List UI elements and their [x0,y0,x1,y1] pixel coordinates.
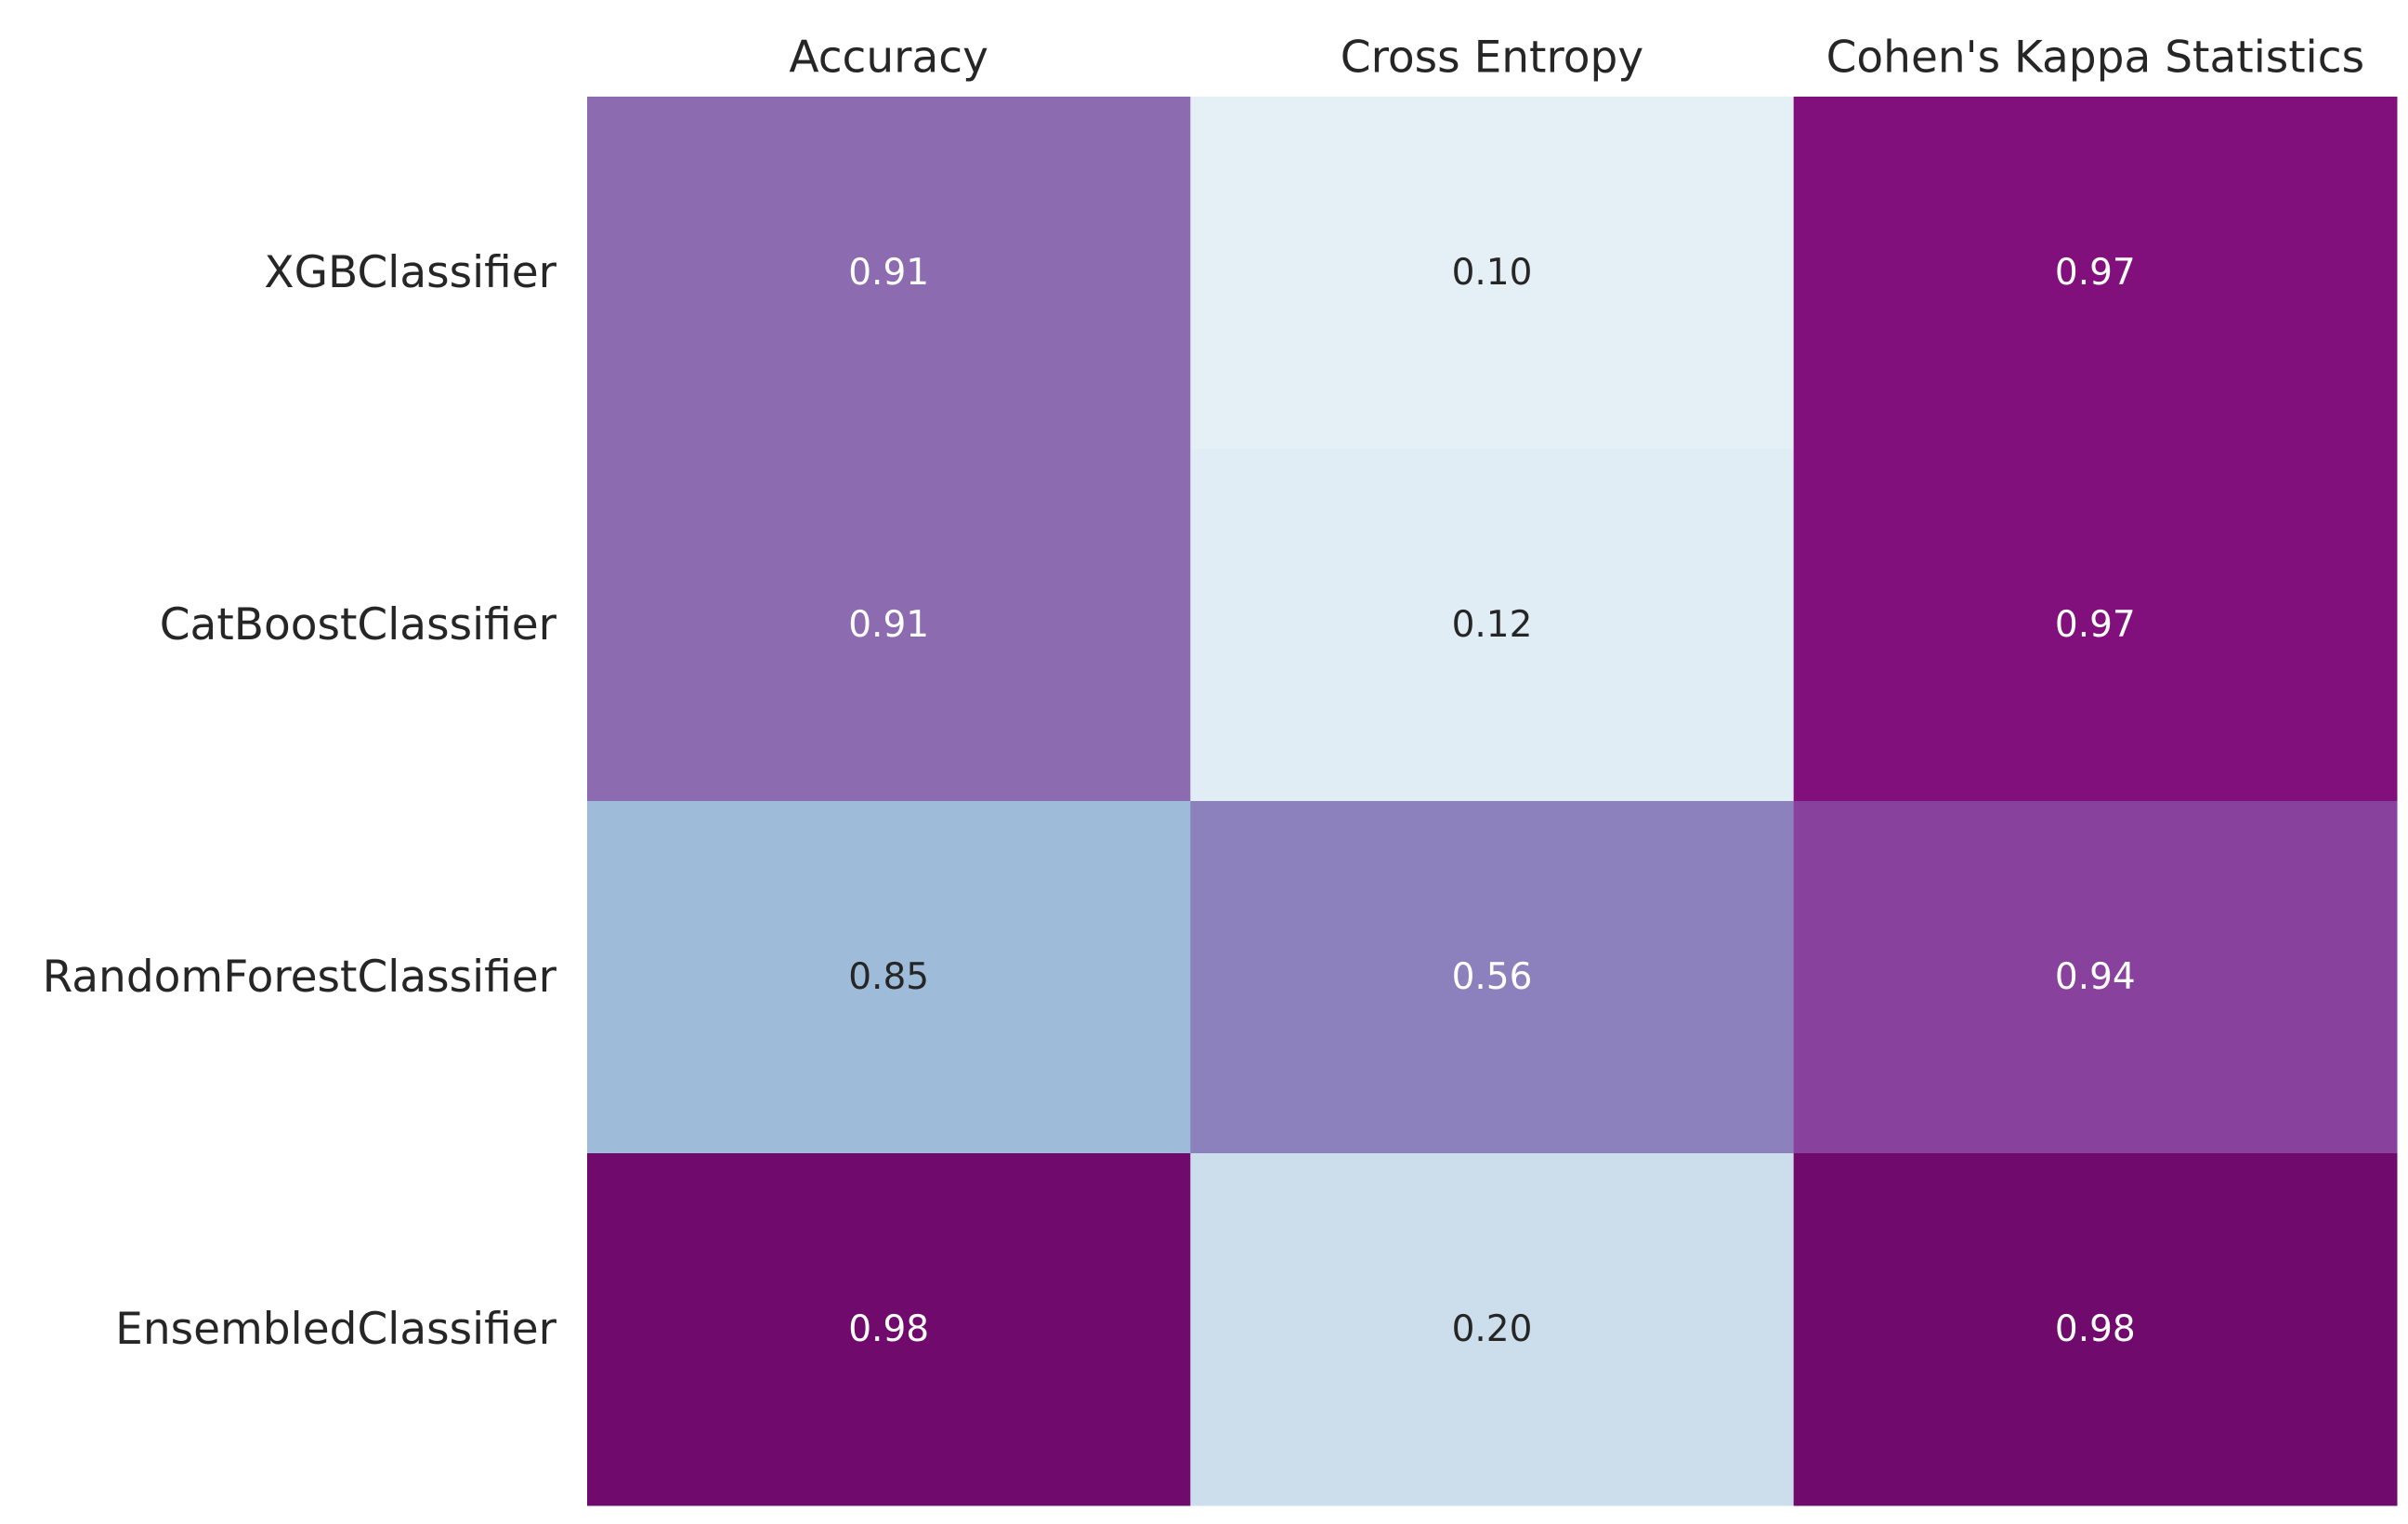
heatmap-cell-r1-c0 [587,449,1191,802]
cell-value-r3-c0: 0.98 [848,1308,929,1350]
cell-value-r1-c0: 0.91 [848,604,929,646]
cell-value-r2-c0: 0.85 [848,956,929,998]
heatmap-cells [587,97,2398,1506]
heatmap-cell-r3-c2 [1793,1153,2398,1506]
cell-value-r2-c2: 0.94 [2055,956,2136,998]
cell-value-r0-c0: 0.91 [848,252,929,294]
column-label-2: Cohen's Kappa Statistics [1826,33,2364,84]
cell-value-r1-c2: 0.97 [2055,604,2136,646]
row-label-0: XGBClassifier [264,247,556,298]
column-label-0: Accuracy [789,33,988,84]
cell-value-r3-c2: 0.98 [2055,1308,2136,1350]
heatmap-cell-r0-c1 [1190,97,1795,450]
heatmap-cell-r2-c0 [587,801,1191,1154]
cell-value-r0-c1: 0.10 [1452,252,1533,294]
heatmap-cell-r0-c2 [1793,97,2398,450]
heatmap-cell-labels: 0.91 0.10 0.97 0.91 0.12 0.97 0.85 0.56 0.94 0.98… [848,252,2136,1350]
row-label-2: RandomForestClassifier [43,952,557,1003]
heatmap-cell-r2-c1 [1190,801,1795,1154]
heatmap-cell-r1-c1 [1190,449,1795,802]
row-label-1: CatBoostClassifier [160,599,557,650]
column-labels: Accuracy Cross Entropy Cohen's Kappa Stati… [789,33,2364,84]
heatmap-cell-r2-c2 [1793,801,2398,1154]
heatmap-cell-r3-c0 [587,1153,1191,1506]
column-label-1: Cross Entropy [1341,33,1643,84]
cell-value-r3-c1: 0.20 [1452,1308,1533,1350]
row-label-3: EnsembledClassifier [115,1304,557,1355]
heatmap-cell-r0-c0 [587,97,1191,450]
heatmap-cell-r3-c1 [1190,1153,1795,1506]
heatmap-cell-r1-c2 [1793,449,2398,802]
cell-value-r1-c1: 0.12 [1452,604,1533,646]
cell-value-r0-c2: 0.97 [2055,252,2136,294]
row-labels: XGBClassifier CatBoostClassifier RandomFor… [43,247,557,1355]
cell-value-r2-c1: 0.56 [1452,956,1533,998]
